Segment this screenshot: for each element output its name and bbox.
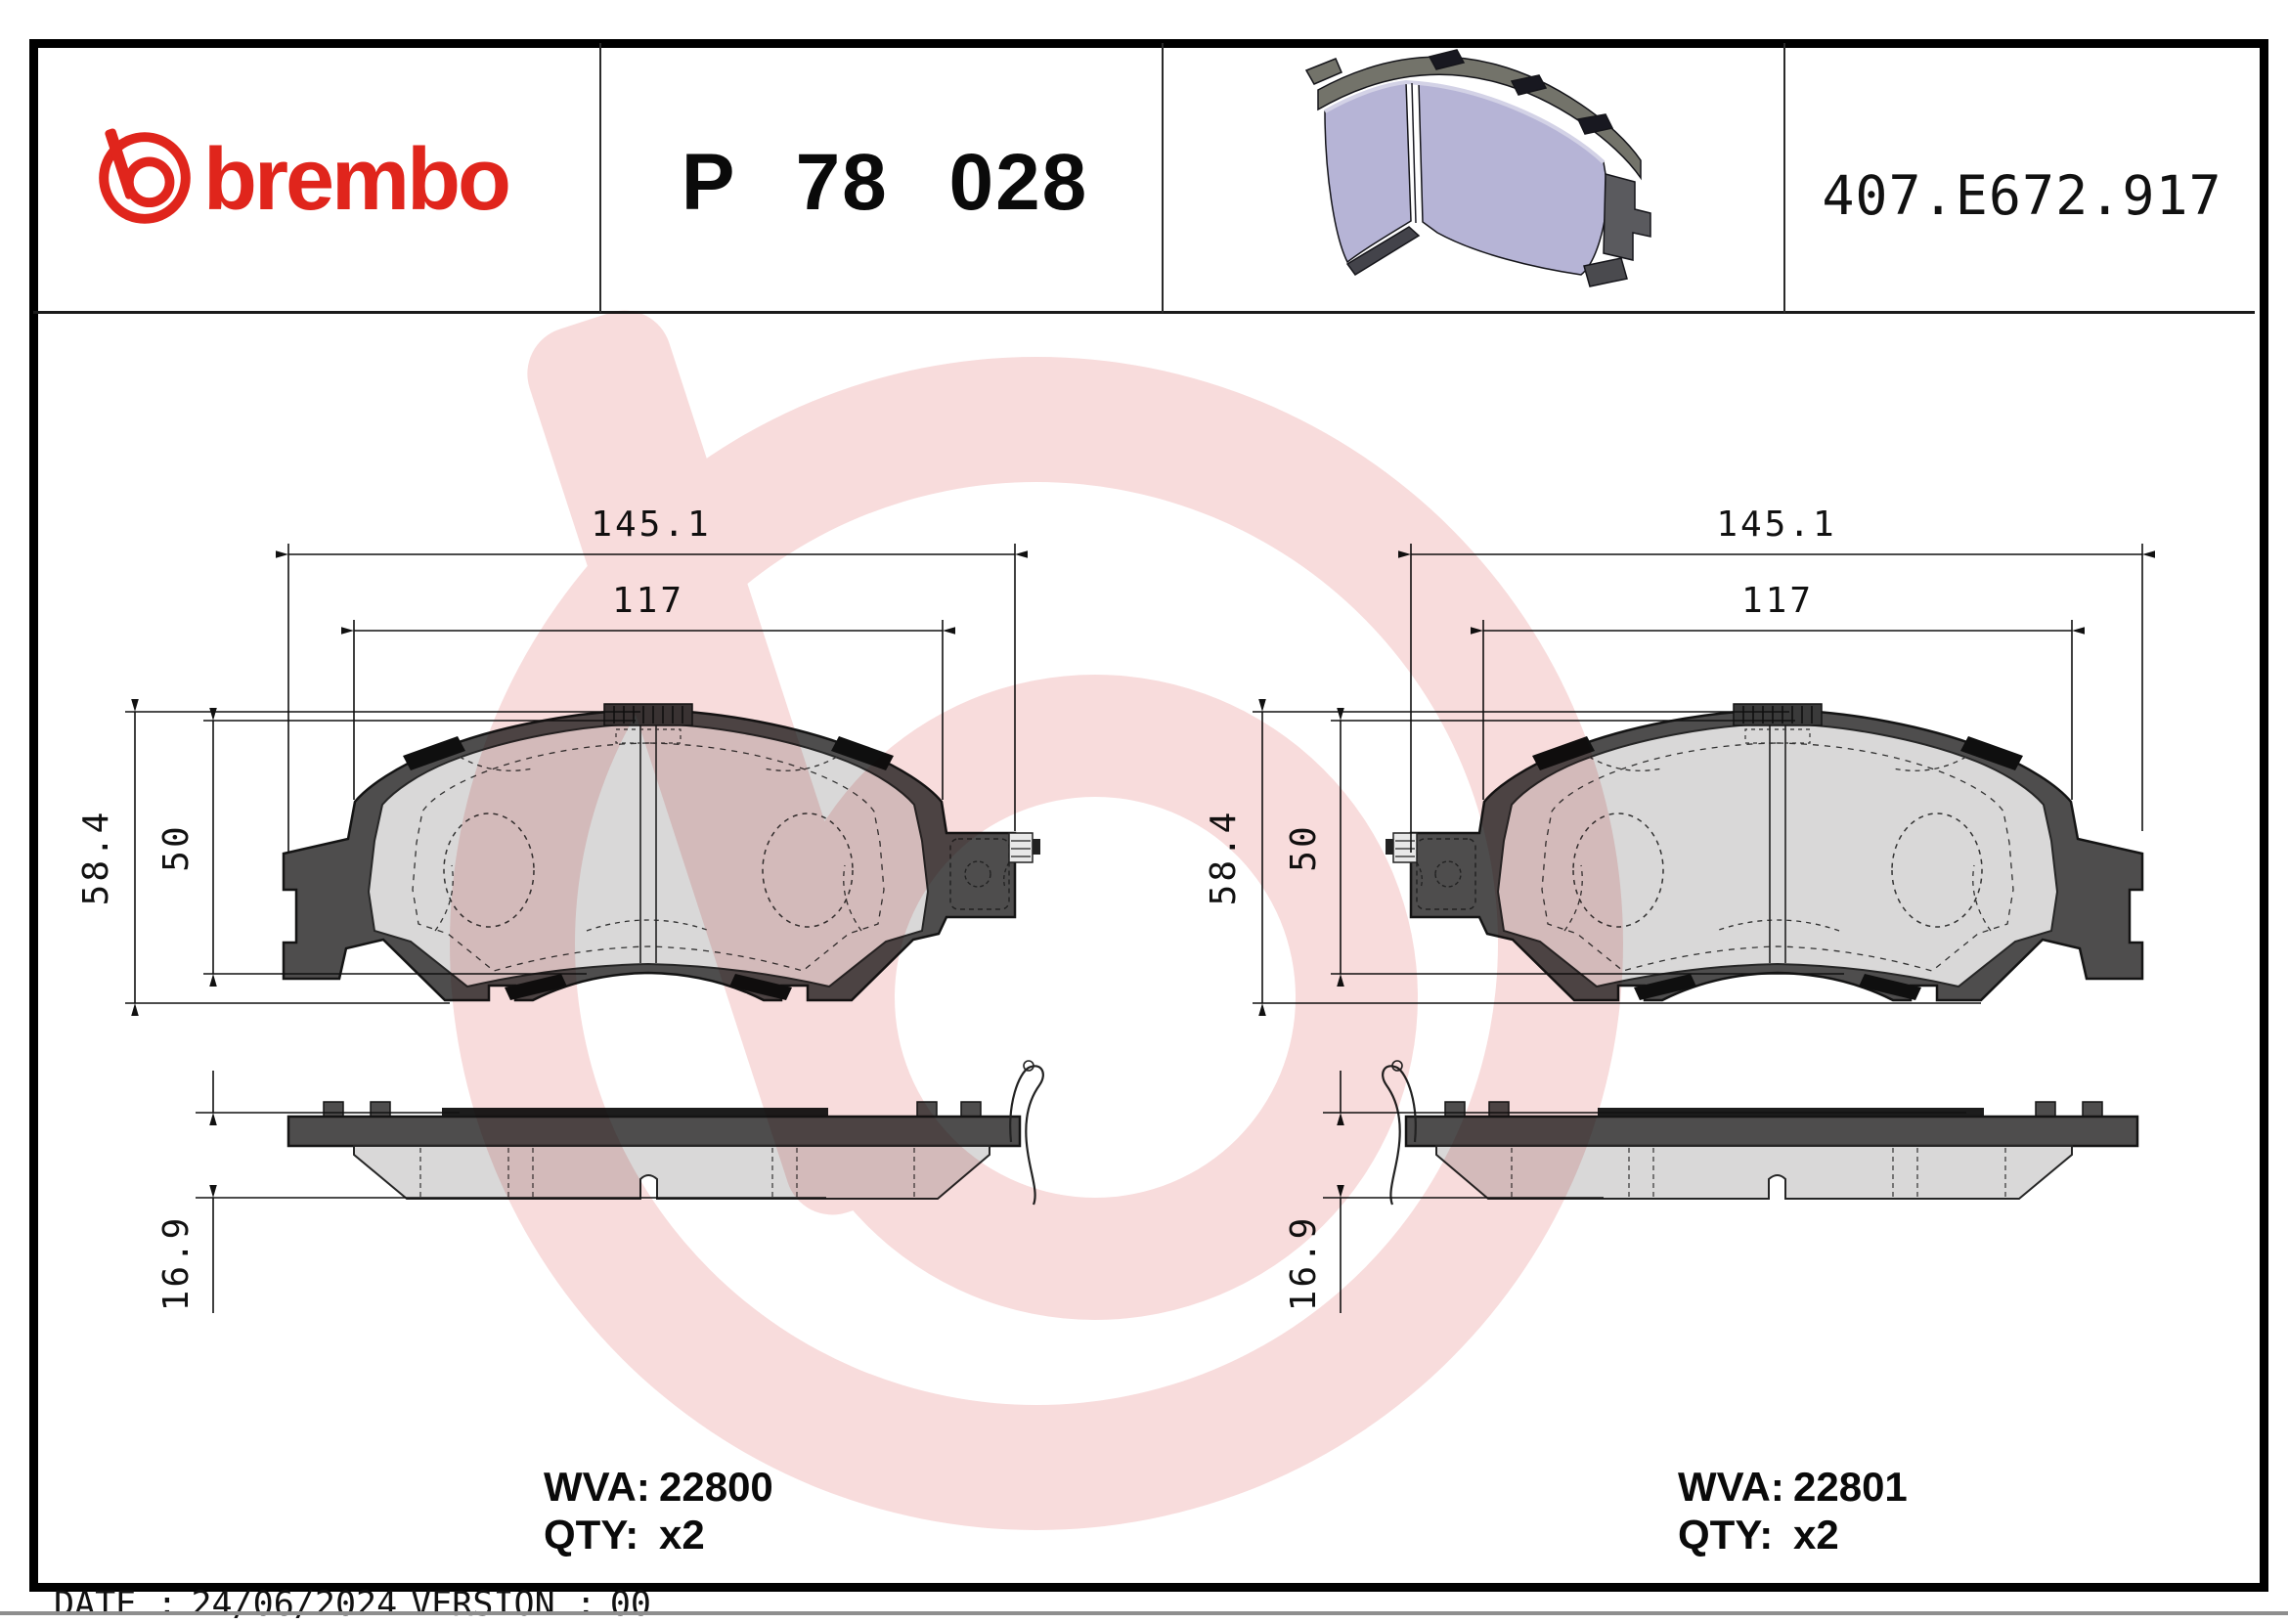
wva-block-right: WVA: 22801 QTY: x2 (1678, 1463, 1908, 1558)
wva-number-left: 22800 (659, 1464, 773, 1510)
brake-pad-3d-image (1304, 49, 1651, 287)
page-border (29, 39, 2268, 1592)
dim-friction-height-left: 50 (156, 823, 197, 871)
header-divider-horizontal (33, 311, 2255, 314)
bottom-rule (0, 1611, 2288, 1615)
brembo-disc-b-icon (99, 127, 191, 224)
dim-overall-height-left: 58.4 (76, 810, 116, 906)
footer-revision-line: DATE : 24/06/2024 VERSION : 00 (54, 1585, 665, 1624)
date-label: DATE : (54, 1585, 178, 1624)
dim-friction-width-right: 117 (1741, 581, 1814, 621)
qty-label-left: QTY: (544, 1512, 639, 1558)
wva-block-left: WVA: 22800 QTY: x2 (544, 1463, 773, 1558)
part-number: P 78 028 (681, 138, 1089, 227)
header-divider-2 (1162, 43, 1164, 313)
date-value: 24/06/2024 (191, 1585, 398, 1624)
dim-overall-width-right: 145.1 (1716, 505, 1836, 545)
wva-label-left: WVA: (544, 1464, 650, 1510)
qty-value-right: x2 (1793, 1512, 1839, 1558)
brembo-logo: brembo (99, 127, 511, 229)
header-divider-3 (1783, 43, 1785, 313)
dim-thickness-left: 16.9 (156, 1215, 197, 1312)
wva-number-right: 22801 (1793, 1464, 1908, 1510)
qty-value-left: x2 (659, 1512, 705, 1558)
version-label: VERSION : (411, 1585, 596, 1624)
reference-code: 407.E672.917 (1822, 164, 2222, 227)
brembo-wordmark: brembo (203, 131, 508, 229)
wva-label-right: WVA: (1678, 1464, 1784, 1510)
header-divider-1 (599, 43, 601, 313)
qty-label-right: QTY: (1678, 1512, 1774, 1558)
version-value: 00 (609, 1585, 651, 1624)
